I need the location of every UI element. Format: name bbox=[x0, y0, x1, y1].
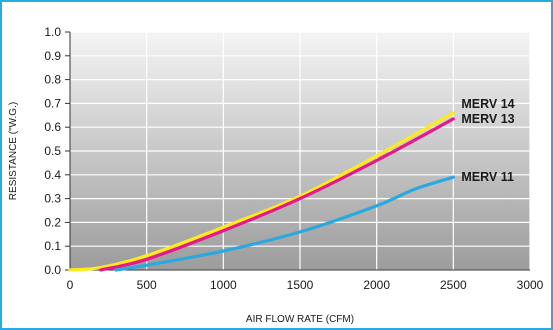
x-tick-label: 2500 bbox=[440, 278, 467, 292]
x-tick-label: 1000 bbox=[210, 278, 237, 292]
y-tick-label: 0.5 bbox=[44, 144, 61, 158]
y-tick-label: 0.1 bbox=[44, 239, 61, 253]
merv-13-label: MERV 13 bbox=[461, 112, 514, 126]
merv-11-line bbox=[114, 175, 455, 272]
x-axis-title: AIR FLOW RATE (CFM) bbox=[246, 314, 354, 325]
x-tick-labels: 0 500 1000 1500 2000 2500 3000 bbox=[67, 278, 544, 292]
x-tick-label: 500 bbox=[137, 278, 157, 292]
y-tick-label: 0.3 bbox=[44, 192, 61, 206]
x-tick-label: 2000 bbox=[363, 278, 390, 292]
y-tick-label: 0.2 bbox=[44, 215, 61, 229]
x-tick-label: 0 bbox=[67, 278, 74, 292]
series-group bbox=[68, 111, 455, 272]
y-tick-label: 0.8 bbox=[44, 73, 61, 87]
merv-14-label: MERV 14 bbox=[461, 97, 514, 111]
y-tick-labels: 0.0 0.1 0.2 0.3 0.4 0.5 0.6 0.7 0.8 0.9 1.0 bbox=[44, 25, 61, 277]
merv-14-line bbox=[68, 111, 455, 272]
merv-11-label: MERV 11 bbox=[461, 170, 514, 184]
x-tick-label: 1500 bbox=[287, 278, 314, 292]
y-tick-label: 0.6 bbox=[44, 120, 61, 134]
y-axis-title: RESISTANCE ("W.G.) bbox=[8, 102, 19, 200]
y-tick-label: 0.4 bbox=[44, 168, 61, 182]
merv-13-line bbox=[99, 117, 455, 272]
y-tick-label: 0.7 bbox=[44, 96, 61, 110]
grid-lines bbox=[65, 31, 531, 271]
x-tick-label: 3000 bbox=[517, 278, 544, 292]
y-tick-label: 1.0 bbox=[44, 25, 61, 39]
y-tick-label: 0.9 bbox=[44, 49, 61, 63]
y-tick-label: 0.0 bbox=[44, 263, 61, 277]
